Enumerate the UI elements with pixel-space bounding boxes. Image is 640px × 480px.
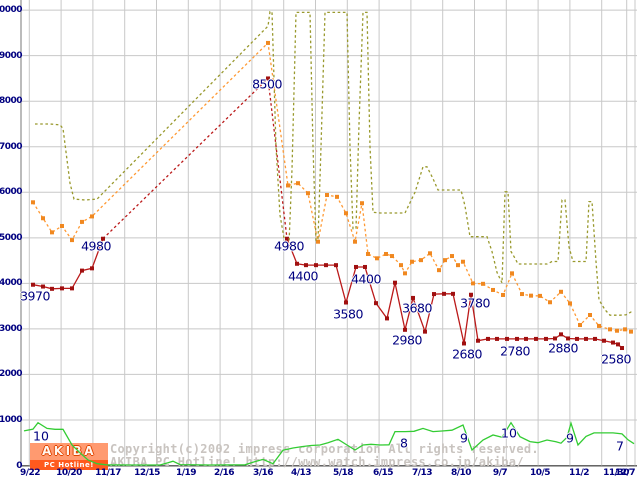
copyright-line1: Copyright(c)2002 impress corporation All… <box>110 442 539 456</box>
logo-title: AKIBA <box>30 443 108 460</box>
logo-subtitle: PC Hotline! <box>30 460 108 470</box>
akiba-pc-hotline-logo: AKIBA PC Hotline! <box>30 443 108 470</box>
